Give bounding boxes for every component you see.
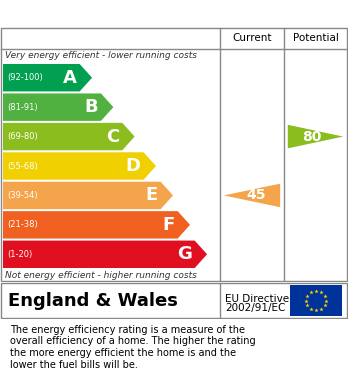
Text: 2002/91/EC: 2002/91/EC [225,303,285,314]
Text: A: A [63,69,77,87]
Text: G: G [177,245,192,263]
Polygon shape [224,184,280,207]
Text: Energy Efficiency Rating: Energy Efficiency Rating [10,6,232,21]
Polygon shape [3,240,207,268]
Text: (55-68): (55-68) [7,161,38,170]
Text: (92-100): (92-100) [7,73,43,82]
Text: E: E [145,187,158,204]
Text: C: C [106,127,119,145]
Text: (69-80): (69-80) [7,132,38,141]
Text: F: F [163,216,175,234]
Text: Current: Current [232,33,272,43]
Polygon shape [3,152,156,180]
Text: Very energy efficient - lower running costs: Very energy efficient - lower running co… [5,52,197,61]
Text: B: B [84,98,98,116]
Text: England & Wales: England & Wales [8,292,178,310]
Polygon shape [3,182,173,209]
Text: D: D [126,157,141,175]
Text: 45: 45 [246,188,266,203]
Polygon shape [288,125,343,148]
Text: 80: 80 [302,129,321,143]
Text: Not energy efficient - higher running costs: Not energy efficient - higher running co… [5,271,197,280]
Text: (1-20): (1-20) [7,250,32,259]
Polygon shape [3,211,190,239]
Text: The energy efficiency rating is a measure of the
overall efficiency of a home. T: The energy efficiency rating is a measur… [10,325,256,369]
Text: (39-54): (39-54) [7,191,38,200]
Text: (21-38): (21-38) [7,221,38,230]
Text: (81-91): (81-91) [7,103,38,112]
Polygon shape [3,123,135,150]
Text: Potential: Potential [293,33,339,43]
Bar [290,285,342,316]
Text: EU Directive: EU Directive [225,294,289,305]
Polygon shape [3,93,113,121]
Polygon shape [3,64,92,91]
